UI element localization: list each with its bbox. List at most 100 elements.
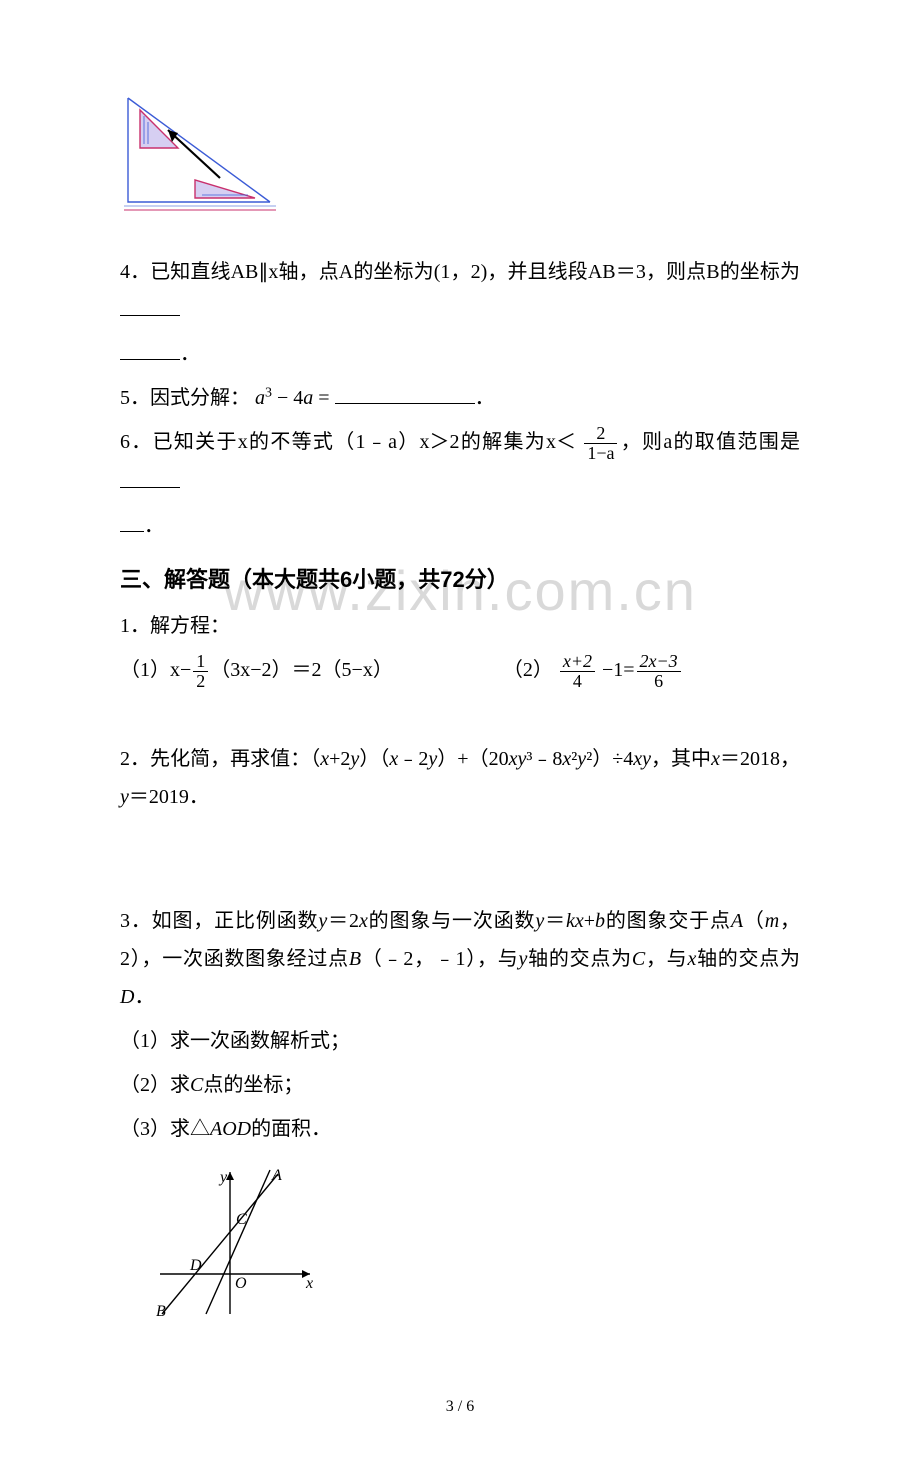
p3-b: y	[318, 910, 327, 932]
q5-after: ．	[475, 387, 495, 409]
p2-t: y	[120, 786, 129, 808]
p1-eq1-den: 2	[193, 672, 208, 691]
problem-3-sub2: （2）求C点的坐标；	[120, 1066, 800, 1104]
p3-y: ．	[134, 986, 154, 1008]
diagram-triangle-ruler	[120, 90, 280, 220]
p3-k: 的图象交于点	[605, 910, 731, 932]
q6-fraction: 2 1−a	[584, 424, 617, 463]
p3-a: 3．如图，正比例函数	[120, 910, 318, 932]
problem-1-lead: 1．解方程：	[120, 607, 800, 645]
question-4: 4．已知直线AB∥x轴，点A的坐标为(1，2)，并且线段AB＝3，则点B的坐标为	[120, 253, 800, 329]
p1-eq2-f2n: 2x−3	[637, 652, 681, 672]
p1-eq1-frac: 1 2	[193, 652, 208, 691]
svg-text:y: y	[218, 1169, 228, 1186]
p2-i: ）+（20	[437, 748, 508, 770]
problem-3-graph: y x O A B C D	[150, 1164, 320, 1319]
p3-w: 轴的交点为	[696, 948, 800, 970]
q6-blank	[120, 467, 180, 488]
q5-before: 5．因式分解：	[120, 387, 250, 409]
p2-n: y	[577, 748, 586, 770]
q4-blank2	[120, 339, 180, 360]
question-4-line2: ．	[120, 335, 800, 373]
q6-mid: ，则a的取值范围是	[619, 431, 800, 453]
p3-g: ＝	[544, 910, 566, 932]
p1-eq1-after: （3x−2）＝2（5−x）	[210, 659, 393, 681]
p3-m: （	[743, 910, 765, 932]
p3-v: x	[687, 948, 696, 970]
p3-u: ，与	[645, 948, 687, 970]
p1-eq1-label: （1）x−	[120, 659, 191, 681]
p1-eq2: （2） x+2 4 −1= 2x−3 6	[503, 651, 683, 691]
p3-j: b	[595, 910, 605, 932]
p2-r: x	[711, 748, 720, 770]
p2-j: xy	[509, 748, 527, 770]
p3-x: D	[120, 986, 134, 1008]
svg-text:D: D	[189, 1257, 202, 1274]
p2-e: ）（	[359, 748, 389, 770]
p1-eq2-f1d: 4	[560, 672, 595, 691]
svg-text:A: A	[271, 1167, 282, 1184]
p1-eq2-f2d: 6	[637, 672, 681, 691]
p3-c: ＝2	[327, 910, 359, 932]
p2-p: xy	[633, 748, 651, 770]
p2-g: ﹣2	[398, 748, 428, 770]
problem-2: 2．先化简，再求值：（x+2y）（x﹣2y）+（20xy³﹣8x²y²）÷4xy…	[120, 740, 800, 816]
p3-d: x	[359, 910, 368, 932]
q5-blank	[335, 383, 475, 404]
question-6-line2: ．	[120, 507, 800, 545]
q5-expr: a3 − 4a =	[255, 387, 330, 409]
q6-frac-num: 2	[584, 424, 617, 444]
p2-q: ，其中	[651, 748, 711, 770]
p2-s: ＝2018，	[720, 748, 800, 770]
p1-eq2-f1n: x+2	[560, 652, 595, 672]
p1-eq2-mid: −1=	[597, 659, 635, 681]
p3-p: B	[349, 948, 361, 970]
p3-n: m	[765, 910, 779, 932]
p1-eq2-label: （2）	[503, 659, 553, 681]
p3-i: +	[584, 910, 595, 932]
p3-s3c: 的面积．	[251, 1118, 331, 1140]
p1-eq2-frac2: 2x−3 6	[637, 652, 681, 691]
p3-l: A	[731, 910, 743, 932]
p3-s2c: 点的坐标；	[203, 1074, 303, 1096]
p2-d: y	[350, 748, 359, 770]
p2-a: 2．先化简，再求值：（	[120, 748, 320, 770]
p3-h: kx	[566, 910, 584, 932]
p1-eq2-frac1: x+2 4	[560, 652, 595, 691]
question-6: 6．已知关于x的不等式（1﹣a）x＞2的解集为x＜ 2 1−a ，则a的取值范围…	[120, 423, 800, 501]
svg-text:O: O	[235, 1275, 247, 1292]
p3-s3a: （3）求△	[120, 1118, 210, 1140]
q4-text: 4．已知直线AB∥x轴，点A的坐标为(1，2)，并且线段AB＝3，则点B的坐标为	[120, 261, 800, 283]
p2-l: x	[562, 748, 571, 770]
p3-q: （﹣2，﹣1），与	[361, 948, 518, 970]
p2-h: y	[428, 748, 437, 770]
p2-c: +2	[329, 748, 350, 770]
section-3-header: 三、解答题（本大题共6小题，共72分）	[120, 559, 800, 601]
p1-eq1-num: 1	[193, 652, 208, 672]
p3-s2b: C	[190, 1074, 203, 1096]
question-5: 5．因式分解： a3 − 4a = ．	[120, 379, 800, 417]
svg-text:B: B	[156, 1303, 166, 1319]
p2-u: ＝2019．	[129, 786, 209, 808]
svg-text:C: C	[236, 1211, 247, 1228]
p2-k: ³﹣8	[526, 748, 562, 770]
q6-after: ．	[144, 515, 164, 537]
problem-3: 3．如图，正比例函数y＝2x的图象与一次函数y＝kx+b的图象交于点A（m，2）…	[120, 902, 800, 1016]
q4-blank	[120, 295, 180, 316]
q6-blank2	[120, 511, 144, 532]
q6-before: 6．已知关于x的不等式（1﹣a）x＞2的解集为x＜	[120, 431, 576, 453]
p3-f: y	[535, 910, 544, 932]
p3-t: C	[632, 948, 645, 970]
page-number: 3 / 6	[120, 1392, 800, 1422]
p1-eq1: （1）x− 1 2 （3x−2）＝2（5−x）	[120, 651, 393, 691]
q4-after: ．	[180, 343, 200, 365]
p2-o: ²）÷4	[586, 748, 633, 770]
p3-s3b: AOD	[210, 1118, 251, 1140]
p2-b: x	[320, 748, 329, 770]
q6-frac-den: 1−a	[584, 444, 617, 463]
svg-text:x: x	[305, 1275, 313, 1292]
p3-s: 轴的交点为	[527, 948, 631, 970]
problem-1-equations: （1）x− 1 2 （3x−2）＝2（5−x） （2） x+2 4 −1= 2x…	[120, 651, 800, 691]
problem-3-sub1: （1）求一次函数解析式；	[120, 1022, 800, 1060]
p3-e: 的图象与一次函数	[368, 910, 536, 932]
